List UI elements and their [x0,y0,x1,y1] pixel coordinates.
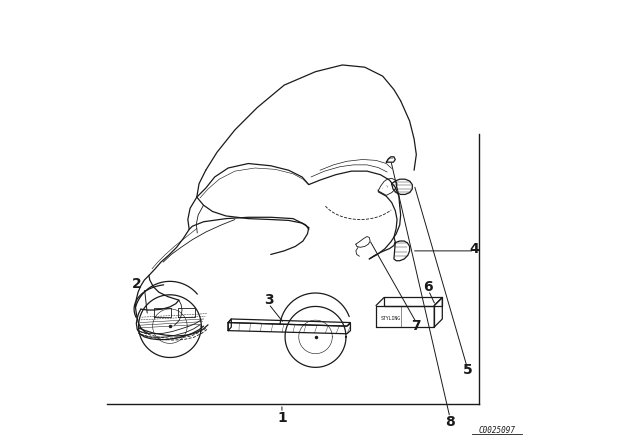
Text: 7: 7 [412,319,421,333]
Text: 3: 3 [264,293,273,307]
Text: 5: 5 [463,362,473,377]
Text: C0025097: C0025097 [479,426,515,435]
Text: 2: 2 [132,277,142,292]
Text: STYLING: STYLING [380,316,401,321]
Text: 4: 4 [470,241,479,256]
Text: 1: 1 [277,410,287,425]
Text: 6: 6 [424,280,433,294]
Text: 8: 8 [445,415,455,429]
